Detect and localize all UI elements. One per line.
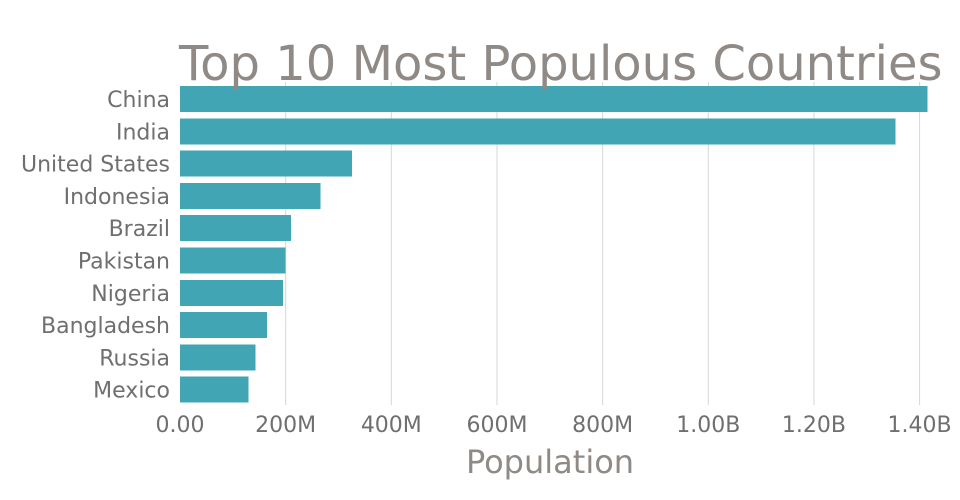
x-tick-labels: 0.00 200M 400M 600M 800M 1.00B 1.20B 1.40B bbox=[156, 413, 952, 438]
x-axis-label: Population bbox=[466, 443, 634, 481]
x-tick-label: 200M bbox=[255, 413, 316, 438]
x-tick-label: 800M bbox=[572, 413, 633, 438]
category-label: Pakistan bbox=[78, 250, 170, 275]
category-labels: China India United States Indonesia Brazil Pa… bbox=[21, 88, 170, 404]
bar-brazil[interactable] bbox=[180, 215, 291, 242]
category-label: Mexico bbox=[93, 379, 170, 404]
bar-china[interactable] bbox=[180, 86, 928, 112]
x-tick-label: 1.20B bbox=[782, 413, 846, 438]
x-tick-label: 400M bbox=[361, 413, 422, 438]
category-label: United States bbox=[21, 153, 170, 178]
bar-pakistan[interactable] bbox=[180, 247, 286, 274]
x-tick-label: 1.00B bbox=[676, 413, 740, 438]
bar-indonesia[interactable] bbox=[180, 182, 321, 209]
category-label: Indonesia bbox=[64, 185, 170, 210]
bars bbox=[180, 86, 928, 403]
category-label: Nigeria bbox=[91, 282, 170, 307]
bar-russia[interactable] bbox=[180, 344, 256, 371]
bar-bangladesh[interactable] bbox=[180, 312, 268, 339]
category-label: Russia bbox=[99, 346, 170, 371]
bar-united-states[interactable] bbox=[180, 150, 353, 177]
bar-nigeria[interactable] bbox=[180, 279, 284, 306]
x-tick-label: 1.40B bbox=[888, 413, 952, 438]
x-tick-label: 600M bbox=[466, 413, 527, 438]
bar-india[interactable] bbox=[180, 118, 896, 145]
x-tick-label: 0.00 bbox=[156, 413, 205, 438]
category-label: China bbox=[107, 88, 170, 113]
bar-mexico[interactable] bbox=[180, 376, 249, 403]
category-label: Brazil bbox=[109, 217, 170, 242]
category-label: India bbox=[116, 120, 170, 145]
category-label: Bangladesh bbox=[41, 314, 170, 339]
chart-title: Top 10 Most Populous Countries bbox=[178, 36, 943, 92]
